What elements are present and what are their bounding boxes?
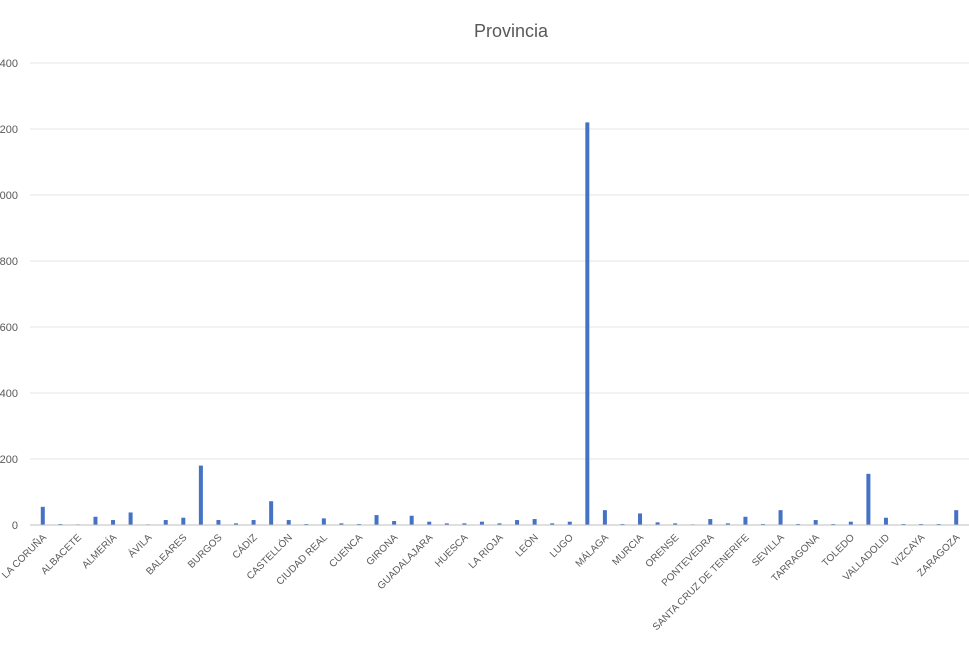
x-tick-label: LEÓN	[512, 531, 540, 559]
x-tick-label: ÁVILA	[125, 531, 154, 560]
bar	[497, 523, 502, 525]
bar	[638, 513, 643, 525]
bar	[374, 515, 379, 525]
y-tick-label: 1000	[0, 190, 18, 202]
bar	[602, 510, 607, 525]
x-tick-label: ALMERÍA	[79, 531, 119, 571]
bar	[269, 501, 274, 525]
y-tick-label: 200	[0, 454, 18, 466]
bar	[532, 519, 537, 525]
bar	[567, 521, 572, 525]
bar	[515, 520, 520, 525]
bar	[444, 523, 449, 525]
x-tick-label: LUGO	[548, 532, 576, 560]
bar	[708, 519, 713, 525]
y-tick-label: 600	[0, 322, 18, 334]
bar	[198, 465, 203, 525]
x-tick-label: SEVILLA	[750, 532, 787, 569]
x-tick-label: BURGOS	[186, 532, 225, 571]
bar	[128, 512, 133, 525]
bar	[655, 522, 660, 525]
y-tick-label: 1200	[0, 124, 18, 136]
x-tick-label: GIRONA	[365, 532, 401, 568]
bar	[93, 516, 98, 525]
x-tick-label: LA CORUÑA	[0, 531, 49, 581]
bar	[392, 521, 397, 525]
bar	[479, 521, 484, 525]
x-tick-label: MURCIA	[610, 532, 646, 568]
y-tick-label: 400	[0, 388, 18, 400]
bar	[743, 516, 748, 525]
bar	[813, 520, 818, 525]
bar	[848, 521, 853, 525]
bar	[883, 517, 888, 525]
bar	[111, 520, 116, 525]
bar	[725, 523, 730, 525]
bar	[550, 523, 555, 525]
x-tick-label: LA RIOJA	[467, 532, 506, 571]
bar	[778, 510, 783, 525]
x-tick-label: CUENCA	[327, 532, 365, 570]
gridlines	[30, 62, 969, 460]
bar	[251, 520, 256, 525]
x-tick-label: HUESCA	[433, 532, 470, 569]
y-tick-label: 1400	[0, 58, 18, 70]
bar	[181, 517, 186, 525]
bar	[339, 523, 344, 525]
y-tick-label: 0	[12, 520, 18, 532]
bar	[954, 510, 959, 525]
x-tick-label: CÁDIZ	[229, 531, 259, 561]
bar	[866, 473, 871, 525]
bar	[409, 515, 414, 525]
bar	[163, 520, 168, 525]
bar	[40, 506, 45, 525]
bar	[585, 122, 590, 526]
x-tick-label: MÁLAGA	[572, 531, 611, 570]
x-tick-label: TOLEDO	[820, 532, 857, 569]
bar	[427, 521, 432, 525]
bar	[321, 518, 326, 525]
bar	[286, 520, 291, 525]
y-axis-tick-labels: 0 200 400 600 800 1000 1200 1400	[0, 58, 18, 532]
bar	[234, 523, 239, 525]
y-tick-label: 800	[0, 256, 18, 268]
bar	[216, 520, 221, 525]
bar	[462, 523, 467, 525]
chart-title: Provincia	[474, 21, 549, 41]
bars	[40, 122, 959, 526]
bar	[673, 523, 678, 525]
